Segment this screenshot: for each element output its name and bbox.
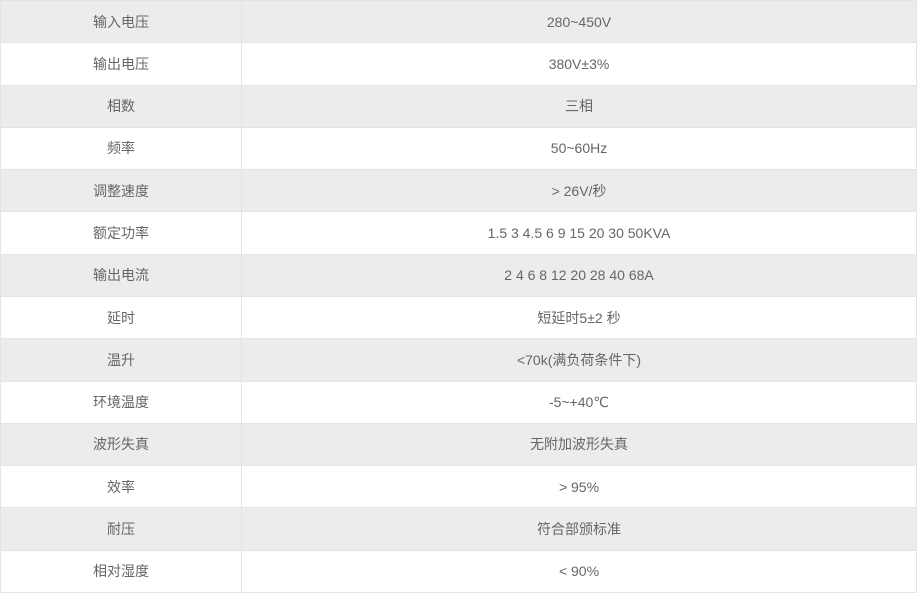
spec-value: 280~450V bbox=[546, 13, 612, 30]
spec-label: 延时 bbox=[1, 296, 242, 339]
table-row: 环境温度 -5~+40℃ bbox=[1, 381, 916, 424]
spec-value: 380V±3% bbox=[548, 55, 610, 72]
table-row: 额定功率 1.5 3 4.5 6 9 15 20 30 50KVA bbox=[1, 212, 916, 255]
spec-value: > 26V/秒 bbox=[551, 182, 607, 199]
spec-label: 调整速度 bbox=[1, 170, 242, 212]
spec-value: 三相 bbox=[565, 98, 593, 115]
table-row: 调整速度 > 26V/秒 bbox=[1, 170, 916, 213]
spec-label: 温升 bbox=[1, 339, 242, 381]
spec-value: 无附加波形失真 bbox=[530, 436, 628, 453]
table-row: 频率 50~60Hz bbox=[1, 127, 916, 171]
table-row: 耐压 符合部颁标准 bbox=[1, 508, 916, 551]
spec-label: 相对湿度 bbox=[1, 550, 242, 592]
spec-value: 符合部颁标准 bbox=[537, 521, 621, 538]
table-row: 效率 > 95% bbox=[1, 466, 916, 509]
spec-value: <70k(满负荷条件下) bbox=[516, 351, 642, 368]
table-row: 波形失真 无附加波形失真 bbox=[1, 423, 916, 467]
spec-value: > 95% bbox=[558, 478, 600, 495]
spec-value: -5~+40℃ bbox=[548, 393, 610, 410]
table-row: 相数 三相 bbox=[1, 85, 916, 128]
table-row: 输入电压 280~450V bbox=[1, 1, 916, 44]
spec-label: 输入电压 bbox=[1, 1, 242, 43]
table-row: 延时 短延时5±2 秒 bbox=[1, 296, 916, 340]
spec-value: 1.5 3 4.5 6 9 15 20 30 50KVA bbox=[487, 225, 671, 242]
spec-label: 输出电压 bbox=[1, 43, 242, 85]
table-row: 温升 <70k(满负荷条件下) bbox=[1, 339, 916, 382]
spec-value: 50~60Hz bbox=[550, 140, 608, 157]
spec-label: 效率 bbox=[1, 466, 242, 508]
spec-label: 相数 bbox=[1, 85, 242, 127]
spec-value: < 90% bbox=[558, 563, 600, 580]
table-row: 输出电压 380V±3% bbox=[1, 43, 916, 86]
spec-label: 耐压 bbox=[1, 508, 242, 550]
spec-label: 波形失真 bbox=[1, 423, 242, 466]
table-row: 相对湿度 < 90% bbox=[1, 550, 916, 592]
spec-label: 输出电流 bbox=[1, 254, 242, 296]
spec-value: 2 4 6 8 12 20 28 40 68A bbox=[504, 267, 654, 284]
spec-value: 短延时5±2 秒 bbox=[537, 309, 621, 326]
spec-label: 额定功率 bbox=[1, 212, 242, 254]
table-row: 输出电流 2 4 6 8 12 20 28 40 68A bbox=[1, 254, 916, 297]
spec-label: 频率 bbox=[1, 127, 242, 170]
spec-label: 环境温度 bbox=[1, 381, 242, 423]
